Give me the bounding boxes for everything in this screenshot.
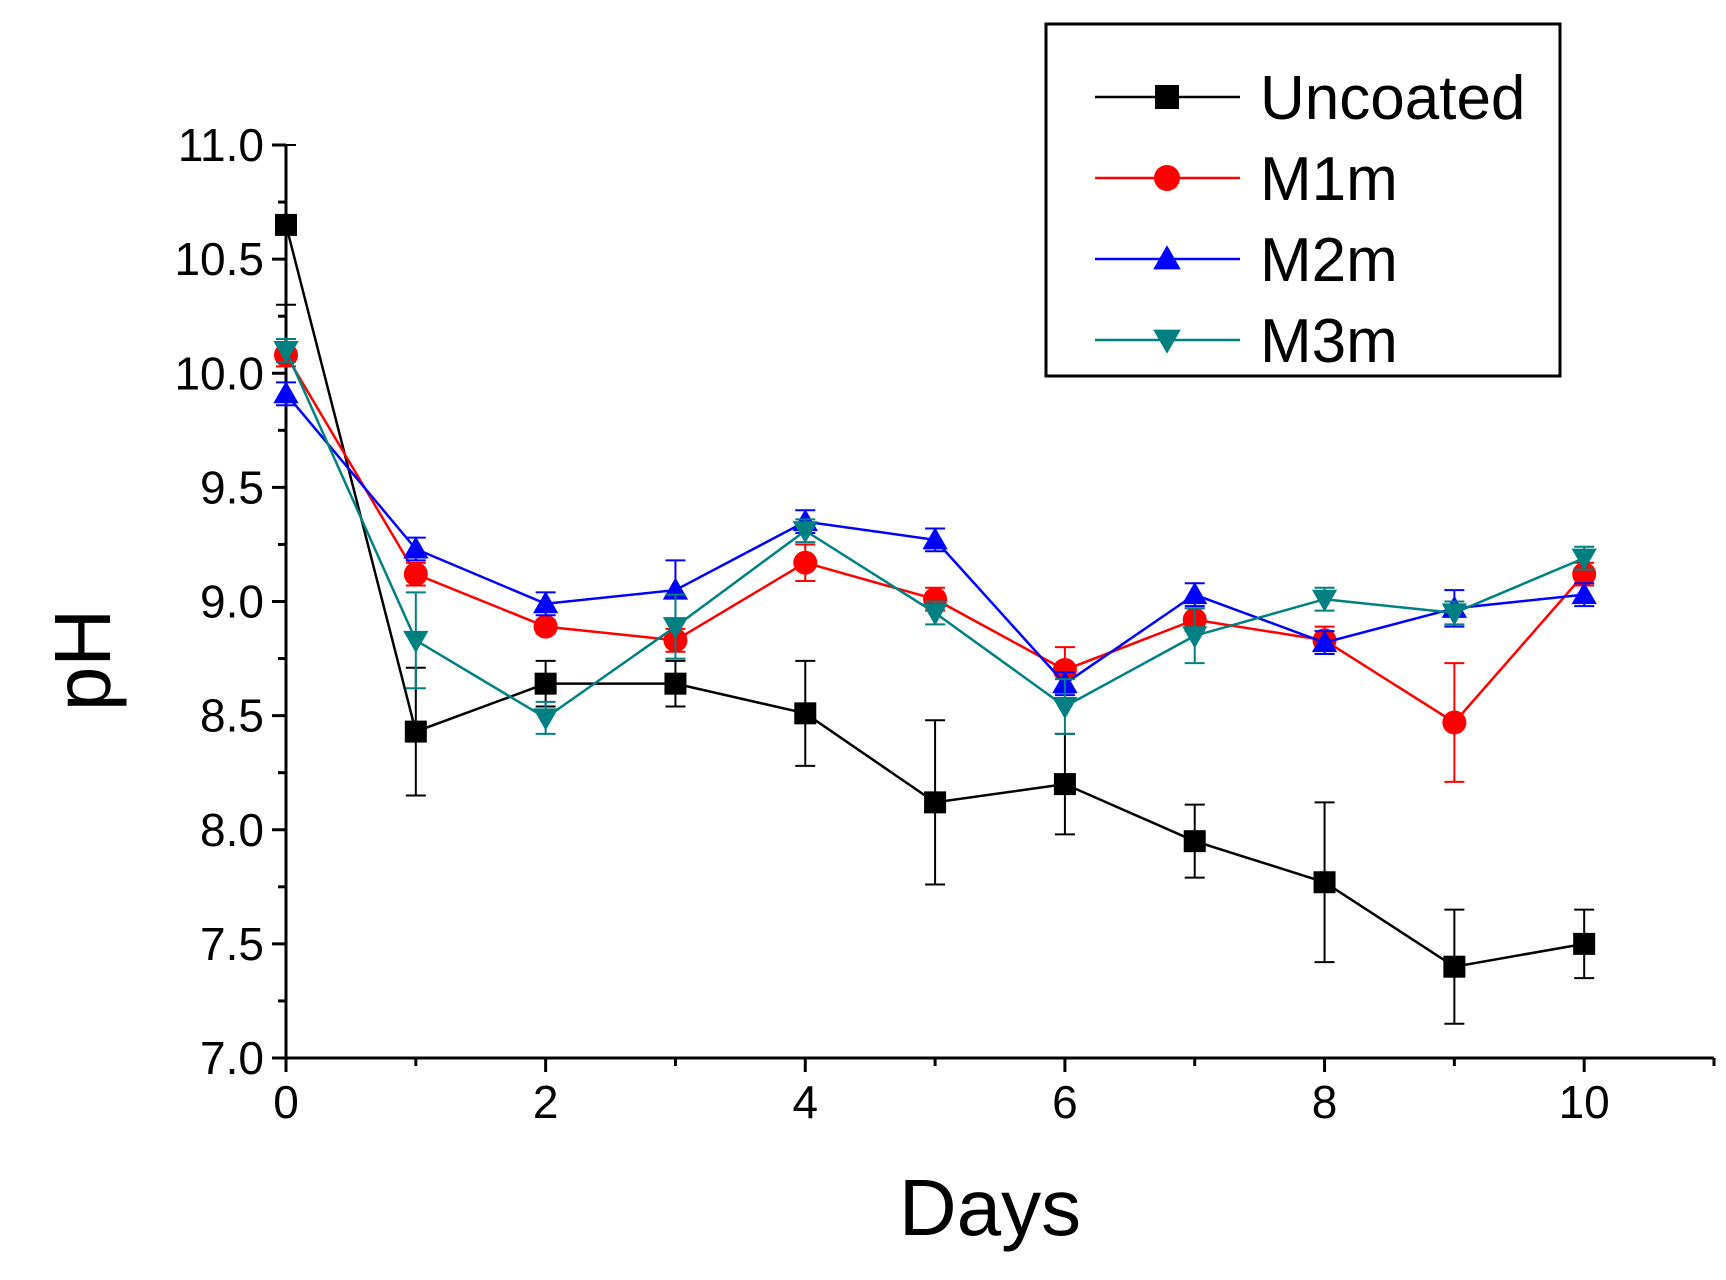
legend-item-m1m: M1m (1095, 145, 1398, 214)
data-point (1313, 871, 1336, 894)
data-point (922, 527, 948, 550)
series-layer (273, 144, 1597, 1025)
data-point (1573, 932, 1596, 955)
data-point (1571, 582, 1597, 605)
data-point (1183, 830, 1206, 853)
data-point (664, 672, 687, 695)
legend: Uncoated M1m M2m M3m (1044, 22, 1562, 378)
data-point (1182, 582, 1208, 605)
y-tick-label: 10.0 (174, 347, 264, 399)
data-point (532, 591, 559, 614)
legend-marker (1154, 165, 1180, 191)
data-point (533, 614, 558, 639)
data-point (922, 603, 948, 626)
data-point (924, 791, 947, 814)
y-tick-label: 10.5 (174, 233, 264, 285)
y-tick-label: 8.5 (200, 690, 264, 742)
axes: 7.0 7.5 8.0 8.5 9.0 9.5 10.0 10.5 11.0 0 2 4 6 8 10 (174, 119, 1716, 1128)
legend-box (1044, 22, 1562, 378)
legend-label: Uncoated (1260, 64, 1525, 133)
legend-label: M3m (1260, 307, 1398, 376)
series-uncoated (275, 144, 1596, 1025)
legend-label: M2m (1260, 226, 1398, 295)
data-point (662, 617, 689, 640)
series-m1m (274, 342, 1597, 783)
data-point (1053, 773, 1076, 796)
data-point (794, 702, 817, 725)
y-tick-label: 11.0 (178, 119, 264, 171)
y-axis-title: pH (38, 609, 127, 711)
data-point (1443, 955, 1466, 978)
series-m2m (273, 381, 1597, 697)
series-m3m (273, 338, 1597, 735)
data-point (404, 720, 427, 743)
data-point (1311, 589, 1338, 612)
legend-marker (1153, 329, 1181, 354)
x-tick-label: 10 (1559, 1076, 1610, 1128)
y-tick-label: 7.0 (200, 1032, 264, 1084)
data-point (532, 708, 559, 731)
data-point (1182, 626, 1208, 649)
legend-item-m2m: M2m (1095, 226, 1398, 295)
legend-item-m3m: M3m (1095, 307, 1398, 376)
data-point (403, 536, 429, 559)
legend-label: M1m (1260, 145, 1398, 214)
y-tick-label: 7.5 (200, 918, 264, 970)
legend-marker (1155, 85, 1179, 109)
data-point (793, 550, 818, 575)
legend-item-uncoated: Uncoated (1095, 64, 1525, 133)
data-point (1571, 548, 1597, 571)
x-tick-label: 6 (1052, 1076, 1078, 1128)
y-tick-label: 9.0 (200, 576, 264, 628)
y-tick-label: 9.5 (200, 461, 264, 513)
y-tick-label: 8.0 (200, 804, 264, 856)
x-tick-label: 2 (533, 1076, 559, 1128)
data-point (1572, 562, 1597, 587)
data-point (273, 381, 299, 404)
data-point (534, 672, 557, 695)
data-point (1052, 697, 1078, 720)
x-axis-title: Days (899, 1163, 1081, 1252)
data-point (1441, 603, 1468, 626)
data-point (403, 630, 429, 653)
data-point (403, 562, 428, 587)
x-tick-label: 4 (792, 1076, 818, 1128)
data-point (792, 521, 818, 544)
data-point (273, 340, 299, 364)
x-tick-label: 0 (273, 1076, 299, 1128)
x-tick-label: 8 (1312, 1076, 1338, 1128)
legend-marker (1153, 245, 1181, 270)
data-point (1311, 629, 1338, 653)
data-point (1442, 710, 1467, 735)
data-point (275, 213, 297, 236)
